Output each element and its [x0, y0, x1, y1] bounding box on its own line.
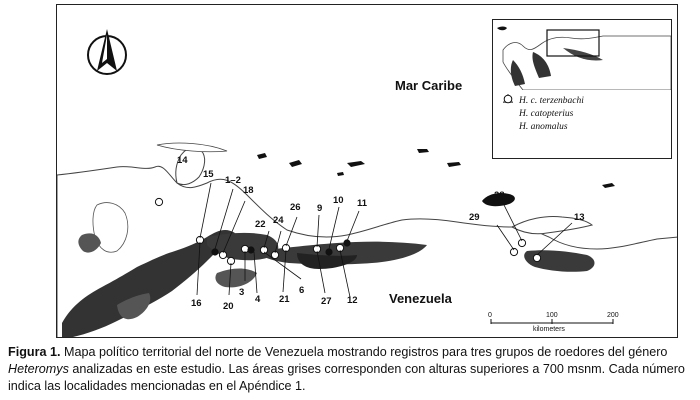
figure-caption: Figura 1. Mapa político territorial del …: [8, 344, 694, 395]
scale-unit-label: kilometers: [533, 326, 565, 333]
north-arrow-icon: [87, 29, 127, 75]
locality-label: 15: [203, 169, 214, 180]
inset-locator-map: H. c. terzenbachi H. catopterius H. anom…: [492, 19, 672, 159]
locality-label: 12: [347, 295, 358, 306]
highland-areas: [62, 230, 595, 337]
locality-labels: 14 15 1–2 18 22 24 26 9 10 11 28 29 13 1…: [177, 155, 585, 312]
locality-label: 27: [321, 296, 332, 307]
caption-figure-label: Figura 1.: [8, 345, 61, 359]
locality-markers: [154, 197, 542, 266]
locality-label: 9: [317, 203, 322, 214]
locality-label: 18: [243, 185, 254, 196]
locality-label: 20: [223, 301, 234, 312]
locality-label: 26: [290, 202, 301, 213]
legend-label: H. catopterius: [519, 108, 574, 119]
inset-map-canvas: [497, 26, 671, 90]
locality-label: 14: [177, 155, 188, 166]
map-canvas: 14 15 1–2 18 22 24 26 9 10 11 28 29 13 1…: [57, 29, 677, 337]
locality-label: 24: [273, 215, 284, 226]
locality-label: 6: [299, 285, 304, 296]
legend-item: H. anomalus: [503, 94, 584, 133]
locality-label: 16: [191, 298, 202, 309]
locality-label: 28: [494, 190, 505, 201]
scale-tick-label: 0: [488, 312, 492, 319]
scale-tick-label: 200: [607, 312, 619, 319]
legend-item: H. catopterius: [503, 95, 584, 120]
caption-text-part-1: Mapa político territorial del norte de V…: [60, 345, 668, 359]
map-legend: H. c. terzenbachi H. catopterius H. anom…: [503, 94, 584, 133]
locality-label: 21: [279, 294, 290, 305]
locality-label: 22: [255, 219, 266, 230]
scale-bar: 0 100 200 kilometers: [488, 312, 619, 333]
locality-label: 10: [333, 195, 344, 206]
locality-label: 13: [574, 212, 585, 223]
country-label: Venezuela: [389, 291, 452, 306]
north-label-canvas: [93, 10, 133, 30]
legend-label: H. anomalus: [519, 121, 568, 132]
legend-item: H. c. terzenbachi: [503, 94, 584, 107]
locality-label: 4: [255, 294, 261, 305]
locality-label: 11: [357, 198, 368, 209]
locality-label: 3: [239, 287, 244, 298]
sea-label: Mar Caribe: [395, 78, 463, 93]
locality-label: 29: [469, 212, 480, 223]
locality-label: 1–2: [225, 175, 241, 186]
map-panel: 14 15 1–2 18 22 24 26 9 10 11 28 29 13 1…: [56, 4, 678, 338]
islands: [156, 142, 615, 207]
scale-tick-label: 100: [546, 312, 558, 319]
legend-label: H. c. terzenbachi: [519, 95, 584, 106]
caption-genus: Heteromys: [8, 362, 69, 376]
label-leader-lines: [196, 182, 573, 298]
caption-text-part-2: analizadas en este estudio. Las áreas gr…: [8, 362, 685, 393]
inset-extent-box: [546, 29, 600, 57]
